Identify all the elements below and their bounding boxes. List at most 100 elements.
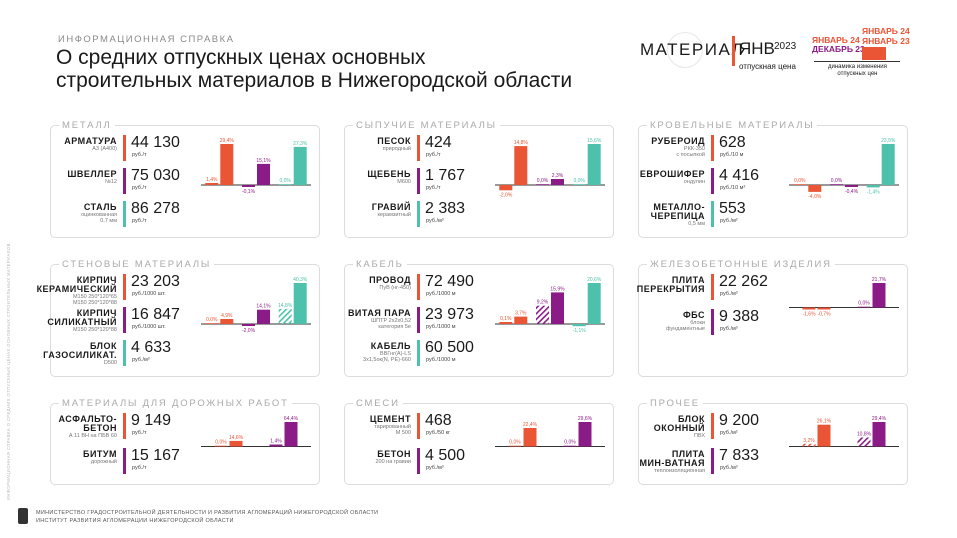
- chart-bar: [284, 422, 298, 447]
- card-4: КАБЕЛЬ ПРОВОД ПуВ (нг-450) 72 490 руб./1000 …: [344, 259, 614, 377]
- item-grade: М150 250*120*88: [72, 326, 117, 333]
- item-color-bar: [417, 448, 420, 474]
- item-value: 44 130: [131, 134, 180, 151]
- item-value: 553: [719, 200, 746, 217]
- card-2: КРОВЕЛЬНЫЕ МАТЕРИАЛЫ РУБЕРОИД РКК-350 с пос…: [638, 120, 908, 238]
- item-grade: ондулин: [683, 178, 705, 185]
- item-grade: ПуВ (нг-450): [379, 284, 411, 291]
- chart-bar-label: 23,9%: [881, 138, 896, 144]
- item-unit: руб./1000 м: [426, 324, 456, 330]
- item-name-2: МИН-ВАТНАЯ: [639, 458, 705, 468]
- chart-bar-label: 1,4%: [206, 177, 218, 183]
- item-grade: тарированный: [374, 423, 411, 430]
- item-value: 75 030: [131, 167, 180, 184]
- chart-bar: [508, 445, 522, 447]
- chart-bar-label: 3,2%: [803, 438, 815, 444]
- item-value: 9 149: [131, 412, 172, 429]
- chart-bar: [523, 428, 537, 447]
- chart-bar: [499, 185, 513, 191]
- item-name: ЕВРОШИФЕР: [639, 169, 705, 179]
- item-value: 4 416: [719, 167, 760, 184]
- legend-price-label: отпускная цена: [739, 62, 796, 71]
- item-unit: руб./10 м²: [720, 185, 746, 191]
- item-name: ФБС: [682, 310, 705, 320]
- item-name: АРМАТУРА: [64, 136, 117, 146]
- item-unit: руб./т: [132, 218, 147, 224]
- chart-bar-label: 15,1%: [256, 158, 271, 164]
- item-name: АСФАЛЬТО-: [58, 414, 117, 424]
- chart-bar: [257, 163, 270, 185]
- chart-bar-label: 20,6%: [587, 277, 602, 283]
- chart-bar: [578, 422, 592, 447]
- chart-bar-label: 0,0%: [564, 440, 576, 446]
- chart-svg: 0,0% 22,4% 0,0% 29,6%: [495, 416, 605, 447]
- chart-svg: 3,2% 26,1% 10,8% 29,4%: [789, 416, 899, 447]
- chart-bar-label: 0,0%: [831, 178, 843, 184]
- item-color-bar: [417, 413, 420, 439]
- legend-jan: ЯНВ: [739, 39, 775, 58]
- chart-bar: [866, 185, 880, 188]
- chart-bar-label: 22,4%: [523, 422, 538, 428]
- chart-bar-label: 3,7%: [515, 311, 527, 317]
- item-value: 7 833: [719, 447, 760, 464]
- item-value: 1 767: [425, 167, 466, 184]
- item-color-bar: [711, 274, 714, 300]
- item-color-bar: [711, 135, 714, 161]
- item-name: МЕТАЛЛО-: [653, 202, 705, 212]
- item-value: 9 388: [719, 308, 760, 325]
- item-name-2: БЕТОН: [83, 423, 117, 433]
- legend-dynamics-l1: динамика изменения: [828, 64, 887, 70]
- card-title: МАТЕРИАЛЫ ДЛЯ ДОРОЖНЫХ РАБОТ: [59, 398, 292, 409]
- item-unit: руб./м³: [426, 465, 444, 471]
- chart-bar: [881, 144, 895, 185]
- title-line-1: О средних отпускных ценах основных: [56, 46, 426, 69]
- item-grade: природный: [382, 145, 411, 152]
- item-color-bar: [123, 274, 126, 300]
- chart-bar: [220, 144, 234, 185]
- chart-bar-label: 21,7%: [872, 277, 887, 283]
- chart: 0,1% 3,7% 9,2% 15,9% -1,1% 20,6%: [495, 269, 605, 369]
- item-unit: руб./м³: [720, 465, 738, 471]
- item-color-bar: [123, 340, 126, 366]
- ruble-logo-icon: [667, 32, 703, 68]
- chart: -2,0% 14,8% 0,0% 2,3% 0,0% 15,6%: [495, 130, 605, 230]
- item-name: ЦЕМЕНТ: [369, 414, 411, 424]
- chart-bar-label: 40,3%: [293, 277, 308, 283]
- chart-bar-label: 0,1%: [500, 316, 512, 322]
- item-name: БЕТОН: [377, 449, 411, 459]
- legend-material: МАТЕРИАЛ: [640, 40, 745, 59]
- chart-bar-label: -0,7%: [817, 312, 831, 318]
- item-unit: руб./м²: [720, 218, 738, 224]
- item-grade-2: 3х1,5ок(N, PE)-660: [363, 356, 411, 363]
- chart-bar: [830, 184, 843, 185]
- chart: 1,4% 29,4% -0,1% 15,1% 0,0% 27,3%: [201, 130, 311, 230]
- legend: МАТЕРИАЛ ЯНВ 2023 отпускная цена ЯНВАРЬ …: [640, 26, 910, 82]
- chart-bar-label: 64,4%: [284, 416, 299, 422]
- item-unit: руб./т: [426, 152, 441, 158]
- chart-bar: [514, 146, 528, 185]
- coat-of-arms-icon: [18, 508, 28, 524]
- item-color-bar: [123, 307, 126, 333]
- card-title: СЫПУЧИЕ МАТЕРИАЛЫ: [353, 120, 500, 131]
- chart-bar-label: 0,0%: [794, 178, 806, 184]
- chart-bar: [514, 316, 528, 324]
- item-grade: А3 (А400): [92, 145, 117, 152]
- item-name: СТАЛЬ: [83, 202, 117, 212]
- chart-bar-label: -1,4%: [867, 189, 881, 195]
- chart-bar-label: -1,6%: [802, 312, 816, 318]
- item-unit: руб./1000 шт.: [132, 324, 166, 330]
- item-color-bar: [417, 307, 420, 333]
- chart-bar-label: 15,9%: [550, 286, 565, 292]
- card-title: КАБЕЛЬ: [353, 259, 407, 270]
- item-value: 72 490: [425, 273, 474, 290]
- chart-bar-label: 4,9%: [221, 313, 233, 319]
- item-unit: руб./м³: [720, 291, 738, 297]
- chart-bar: [214, 445, 228, 447]
- item-unit: руб./50 кг: [426, 430, 451, 436]
- chart-bar-label: 0,0%: [537, 178, 549, 184]
- item-unit: руб./1000 м: [426, 357, 456, 363]
- item-name-2: ГАЗОСИЛИКАТ.: [43, 350, 117, 360]
- item-value: 60 500: [425, 339, 474, 356]
- item-name-2: ПЕРЕКРЫТИЯ: [636, 284, 705, 294]
- chart-bar: [872, 283, 886, 308]
